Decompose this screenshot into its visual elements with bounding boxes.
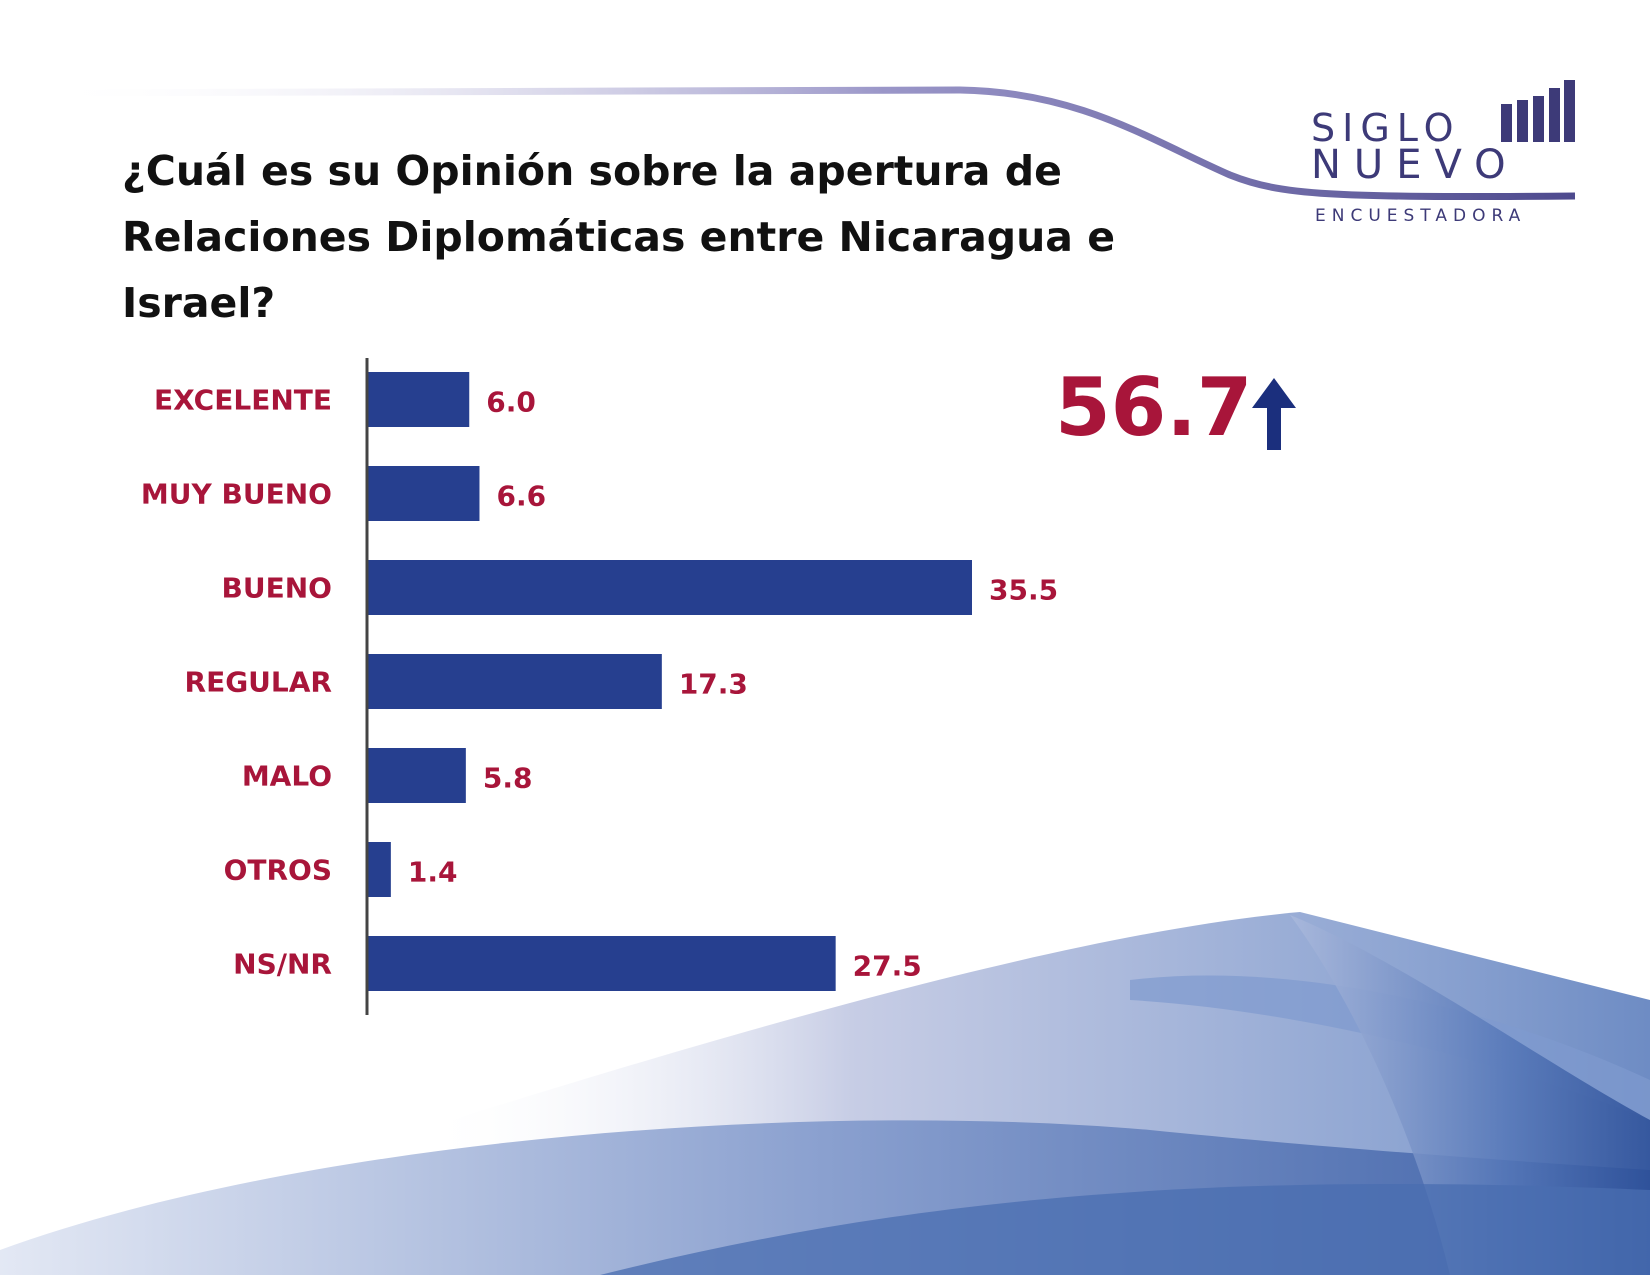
logo-text-encuestadora: ENCUESTADORA (1315, 206, 1527, 226)
arrow-up-icon (1252, 378, 1296, 450)
category-label: OTROS (224, 854, 332, 887)
bar-malo (367, 748, 466, 803)
category-label: MALO (242, 760, 332, 793)
top-swoosh-line (39, 86, 1576, 201)
bar-muy-bueno (367, 466, 480, 521)
category-label: MUY BUENO (141, 478, 332, 511)
category-label: REGULAR (185, 666, 332, 699)
bar-regular (367, 654, 662, 709)
bar-otros (367, 842, 391, 897)
bar-bueno (367, 560, 972, 615)
bottom-wave-deep (600, 1183, 1650, 1275)
siglo-nuevo-logo: SIGLO NUEVO ENCUESTADORA (1305, 80, 1575, 230)
bottom-wave-dark (1290, 915, 1650, 1275)
category-label: BUENO (222, 572, 332, 605)
logo-text-siglo: SIGLO (1311, 106, 1461, 150)
value-label: 5.8 (483, 762, 533, 795)
logo-text-nuevo: NUEVO (1311, 142, 1519, 188)
category-label: NS/NR (233, 948, 332, 981)
bar-chart-icon (1501, 80, 1575, 142)
value-label: 6.6 (496, 480, 546, 513)
bottom-wave-ribbon (1130, 975, 1650, 1120)
value-label: 27.5 (853, 950, 922, 983)
highlight-total: 56.7 (1055, 361, 1253, 454)
value-label: 17.3 (679, 668, 748, 701)
bars-group: EXCELENTE 6.0 MUY BUENO 6.6 BUENO 35.5 REGULAR… (141, 372, 1058, 991)
value-label: 35.5 (989, 574, 1058, 607)
chart-title: ¿Cuál es su Opinión sobre la apertura de… (122, 147, 1116, 327)
value-label: 1.4 (408, 856, 458, 889)
category-label: EXCELENTE (154, 384, 332, 417)
bar-excelente (367, 372, 470, 427)
bar-ns-nr (367, 936, 836, 991)
value-label: 6.0 (486, 386, 536, 419)
